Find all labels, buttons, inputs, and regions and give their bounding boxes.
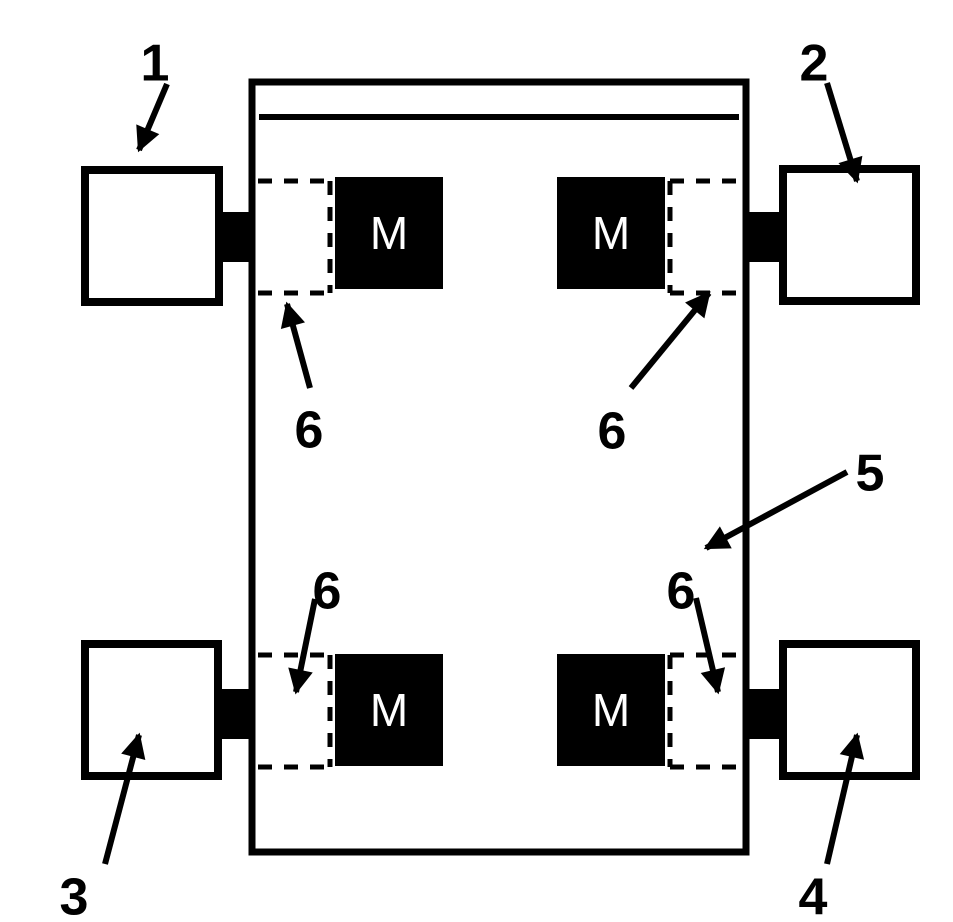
motor-2-label: M xyxy=(592,207,630,259)
label-l4: 4 xyxy=(799,869,828,922)
arrow-l6d xyxy=(696,598,718,692)
axle-2 xyxy=(745,212,785,262)
wheel-1 xyxy=(85,170,219,302)
arrow-l5 xyxy=(706,472,847,548)
arrow-l3 xyxy=(105,735,139,864)
arrow-l6a xyxy=(287,304,310,388)
motor-3-label: M xyxy=(370,684,408,736)
motor-1-label: M xyxy=(370,207,408,259)
axle-1 xyxy=(219,212,254,262)
arrow-l1 xyxy=(139,84,167,150)
label-l5: 5 xyxy=(856,445,885,503)
arrow-l6b xyxy=(631,293,709,388)
arrow-l4 xyxy=(827,735,857,864)
label-l6c: 6 xyxy=(313,563,342,621)
label-l2: 2 xyxy=(800,35,829,93)
label-l6a: 6 xyxy=(295,402,324,460)
wheel-3 xyxy=(85,644,218,776)
axle-4 xyxy=(745,689,785,739)
motor-4-label: M xyxy=(592,684,630,736)
label-l6b: 6 xyxy=(598,403,627,461)
axle-3 xyxy=(218,689,253,739)
label-l3: 3 xyxy=(60,869,89,922)
wheel-2 xyxy=(783,169,916,301)
label-l6d: 6 xyxy=(667,563,696,621)
label-l1: 1 xyxy=(141,35,170,93)
